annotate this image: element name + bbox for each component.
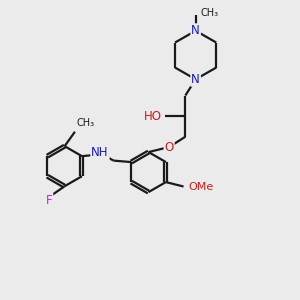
Text: CH₃: CH₃ bbox=[201, 8, 219, 18]
Text: N: N bbox=[191, 24, 200, 37]
Text: OMe: OMe bbox=[189, 182, 214, 191]
Text: CH₃: CH₃ bbox=[76, 118, 94, 128]
Text: HO: HO bbox=[144, 110, 162, 123]
Text: O: O bbox=[164, 141, 174, 154]
Text: NH: NH bbox=[91, 146, 109, 159]
Text: F: F bbox=[46, 194, 52, 207]
Text: N: N bbox=[191, 73, 200, 86]
